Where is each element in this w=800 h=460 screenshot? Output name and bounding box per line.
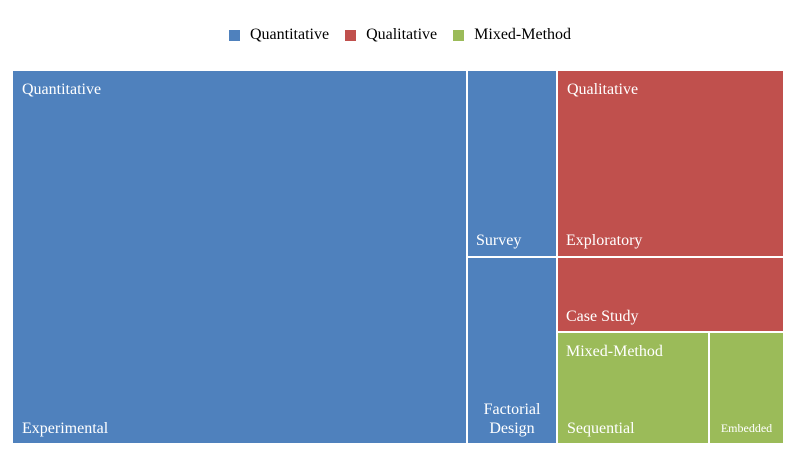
tile-label-experimental: Experimental [22, 420, 109, 437]
tile-label-sequential: Sequential [567, 420, 635, 437]
tile-label-survey: Survey [476, 232, 522, 249]
legend-item-mixed-method: Mixed-Method [453, 26, 571, 44]
legend-label-qualitative: Qualitative [366, 26, 438, 43]
tile-label-factorial-design: Factorial Design [483, 401, 541, 437]
group-label-mixed-method: Mixed-Method [566, 343, 663, 360]
tile-label-embedded: Embedded [720, 421, 773, 435]
legend-swatch-qualitative [345, 29, 357, 41]
tile-experimental: Experimental [12, 70, 467, 444]
treemap-chart: Experimental Quantitative Survey Factori… [12, 70, 784, 444]
legend-swatch-quantitative [228, 29, 240, 41]
chart-legend: Quantitative Qualitative Mixed-Method [0, 26, 800, 44]
legend-item-qualitative: Qualitative [345, 26, 437, 44]
group-label-qualitative: Qualitative [567, 81, 639, 98]
legend-label-mixed-method: Mixed-Method [474, 26, 572, 43]
tile-sequential: Sequential [557, 332, 709, 444]
legend-swatch-mixed-method [453, 29, 465, 41]
tile-embedded: Embedded [709, 332, 784, 444]
tile-label-case-study: Case Study [566, 308, 639, 325]
tile-exploratory: Exploratory [557, 70, 784, 257]
tile-factorial-design: Factorial Design [467, 257, 557, 444]
legend-label-quantitative: Quantitative [249, 26, 330, 43]
tile-survey: Survey [467, 70, 557, 257]
group-label-quantitative: Quantitative [22, 81, 102, 98]
legend-item-quantitative: Quantitative [228, 26, 330, 44]
tile-case-study: Case Study [557, 257, 784, 332]
tile-label-exploratory: Exploratory [566, 232, 643, 249]
